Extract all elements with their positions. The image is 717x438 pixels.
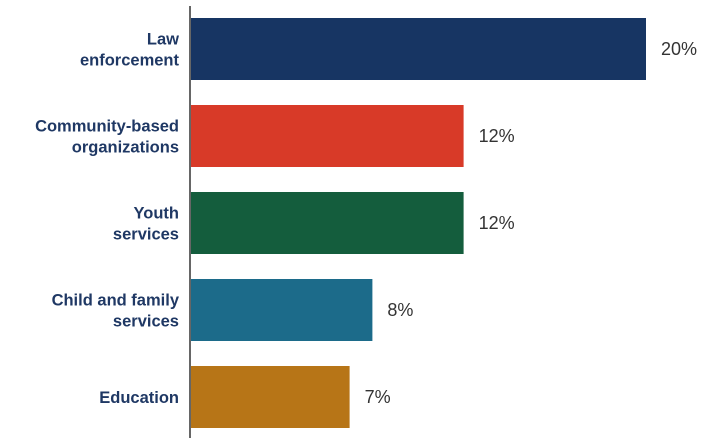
category-label-line: enforcement bbox=[80, 52, 180, 70]
bar-child-and-family-services bbox=[190, 279, 373, 341]
value-label-youth-services: 12% bbox=[479, 213, 515, 233]
category-label-line: organizations bbox=[72, 139, 179, 157]
bar-community-based-organizations bbox=[190, 105, 464, 167]
category-label-community-based-organizations: Community-based organizations bbox=[35, 118, 179, 157]
category-label-youth-services: Youth services bbox=[113, 205, 179, 244]
category-label-law-enforcement: Law enforcement bbox=[80, 31, 180, 70]
category-label-line: Youth bbox=[133, 205, 179, 223]
bar-education bbox=[190, 366, 350, 428]
category-label-line: Child and family bbox=[52, 292, 180, 310]
bars-layer bbox=[190, 18, 646, 428]
bar-youth-services bbox=[190, 192, 464, 254]
value-label-community-based-organizations: 12% bbox=[479, 126, 515, 146]
category-label-child-and-family-services: Child and family services bbox=[52, 292, 180, 331]
category-label-line: Community-based bbox=[35, 118, 179, 136]
value-label-law-enforcement: 20% bbox=[661, 39, 697, 59]
bar-law-enforcement bbox=[190, 18, 646, 80]
category-label-line: services bbox=[113, 226, 179, 244]
category-label-line: Law bbox=[147, 31, 179, 49]
value-labels: 20% 12% 12% 8% 7% bbox=[365, 39, 697, 407]
value-label-child-and-family-services: 8% bbox=[387, 300, 413, 320]
category-labels: Law enforcement Community-based organizatio… bbox=[35, 31, 180, 408]
category-label-line: Education bbox=[99, 389, 179, 407]
category-label-line: services bbox=[113, 313, 179, 331]
category-label-education: Education bbox=[99, 389, 179, 407]
value-label-education: 7% bbox=[365, 387, 391, 407]
